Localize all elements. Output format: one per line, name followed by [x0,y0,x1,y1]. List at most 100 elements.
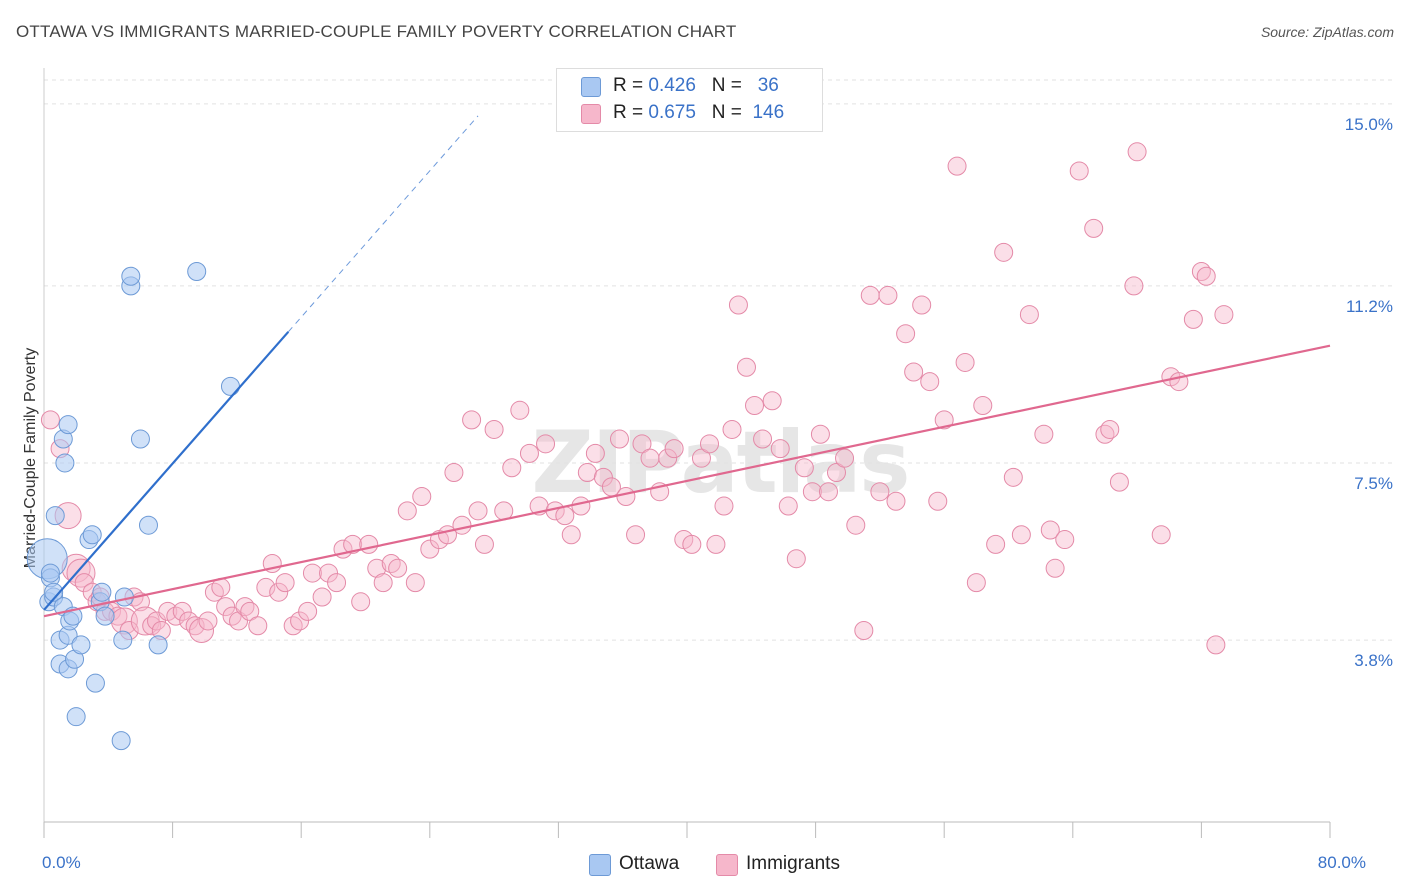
ottawa-point [40,563,60,583]
immigrants-point [722,419,742,439]
immigrants-point [658,448,678,468]
immigrants-point [412,486,432,506]
immigrants-point [973,396,993,416]
immigrants-point [714,496,734,516]
immigrants-point [682,534,702,554]
immigrants-point [700,434,720,454]
ottawa-point [187,261,207,281]
immigrants-point [762,391,782,411]
y-tick-label: 15.0% [1345,115,1393,134]
immigrants-point [994,242,1014,262]
immigrants-point [502,458,522,478]
immigrants-point [854,621,874,641]
immigrants-point [302,563,322,583]
immigrants-point [1100,419,1120,439]
immigrants-point [934,410,954,430]
ottawa-points [26,261,240,751]
immigrants-point [351,592,371,612]
immigrants-point [519,443,539,463]
immigrants-point [468,501,488,521]
immigrants-point [484,419,504,439]
immigrants-point [585,443,605,463]
immigrants-point [802,482,822,502]
immigrants-point [1019,305,1039,325]
immigrants-point [256,577,276,597]
ottawa-point [130,429,150,449]
immigrants-point [290,611,310,631]
n-label: N = [711,102,742,123]
ottawa-point [113,630,133,650]
ottawa-point [111,731,131,751]
r-label: R = [613,75,644,96]
ottawa-point [44,582,64,602]
immigrants-point [593,467,613,487]
y-tick-label: 11.2% [1346,297,1393,316]
immigrants-point [405,573,425,593]
ottawa-point [85,673,105,693]
immigrants-point [609,429,629,449]
ottawa-point [71,635,91,655]
immigrants-point [753,429,773,449]
ottawa-point [138,515,158,535]
immigrants-point [616,486,636,506]
ottawa-point [58,415,78,435]
immigrants-point [640,448,660,468]
legend-label: Immigrants [746,853,840,874]
immigrants-point [359,534,379,554]
immigrants-point [706,534,726,554]
r-label: R = [613,102,644,123]
r-value: 0.426 [648,75,696,96]
immigrants-point [810,424,830,444]
immigrants-point [275,573,295,593]
ottawa-swatch [589,854,611,876]
immigrants-points [40,142,1234,655]
immigrants-point [40,410,60,430]
correlation-legend: R = 0.426 N = 36 R = 0.675 N = 146 [556,68,823,132]
immigrants-point [172,601,192,621]
ottawa-swatch [581,77,601,97]
immigrants-point [420,539,440,559]
immigrants-point [846,515,866,535]
immigrants-point [373,573,393,593]
immigrants-point [691,448,711,468]
immigrants-point [626,525,646,545]
chart-title: OTTAWA VS IMMIGRANTS MARRIED-COUPLE FAMI… [16,22,737,41]
immigrants-point [818,482,838,502]
immigrants-point [912,295,932,315]
immigrants-point [1124,276,1144,296]
legend-immigrants-text: R = 0.675 N = 146 [613,102,784,124]
immigrants-point [955,352,975,372]
ottawa-point [148,635,168,655]
immigrants-point [770,439,790,459]
immigrants-swatch [716,854,738,876]
immigrants-point [736,357,756,377]
immigrants-point [319,563,339,583]
immigrants-point [452,515,472,535]
immigrants-point [462,410,482,430]
ottawa-point [121,266,141,286]
immigrants-point [397,501,417,521]
immigrants-point [1196,266,1216,286]
immigrants-point [947,156,967,176]
immigrants-point [745,396,765,416]
immigrants-point [1084,218,1104,238]
immigrants-point [1003,467,1023,487]
immigrants-point [778,496,798,516]
immigrants-point [240,601,260,621]
immigrants-point [577,463,597,483]
immigrants-point [826,463,846,483]
x-tick-label: 0.0% [42,853,81,872]
immigrants-point [794,458,814,478]
immigrants-point [896,324,916,344]
immigrants-swatch [581,104,601,124]
axes [43,68,1331,838]
immigrants-point [860,285,880,305]
ottawa-trend-extension [287,115,479,333]
immigrants-point [1127,142,1147,162]
ottawa-point [82,525,102,545]
immigrants-point [920,372,940,392]
immigrants-point [835,448,855,468]
immigrants-point [878,285,898,305]
immigrants-point [198,611,218,631]
